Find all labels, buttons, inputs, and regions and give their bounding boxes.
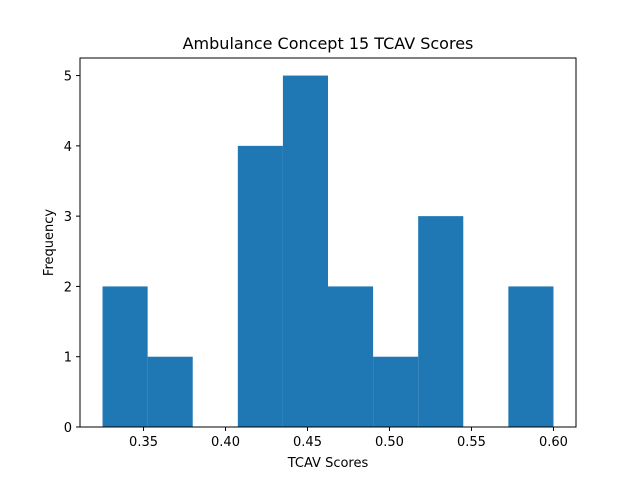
x-axis-label: TCAV Scores — [287, 456, 369, 471]
histogram-bar — [508, 286, 554, 427]
x-tick-label: 0.40 — [211, 435, 240, 450]
chart-title: Ambulance Concept 15 TCAV Scores — [183, 34, 474, 53]
plot-frame — [79, 57, 577, 428]
histogram-bar — [282, 75, 328, 428]
x-tick-label: 0.55 — [457, 435, 486, 450]
histogram-bar — [328, 286, 374, 427]
y-axis-ticks: 0 1 2 3 4 5 — [64, 70, 80, 436]
x-tick-label: 0.45 — [293, 435, 322, 450]
bars-group — [102, 75, 554, 428]
x-tick-label: 0.60 — [539, 435, 568, 450]
histogram-bar — [102, 286, 148, 427]
y-axis-label: Frequency — [42, 209, 57, 276]
histogram-bar — [418, 216, 464, 427]
histogram-bar — [147, 356, 193, 427]
histogram-bar — [237, 145, 283, 427]
y-tick-label: 0 — [64, 421, 72, 436]
x-tick-label: 0.50 — [375, 435, 404, 450]
histogram-bar — [373, 356, 419, 427]
y-tick-label: 4 — [64, 140, 72, 155]
x-tick-label: 0.35 — [129, 435, 158, 450]
y-tick-label: 5 — [64, 70, 72, 85]
y-tick-label: 1 — [64, 351, 72, 366]
y-tick-label: 2 — [64, 280, 72, 295]
x-axis-ticks: 0.35 0.40 0.45 0.50 0.55 0.60 — [129, 427, 568, 450]
y-tick-label: 3 — [64, 210, 72, 225]
